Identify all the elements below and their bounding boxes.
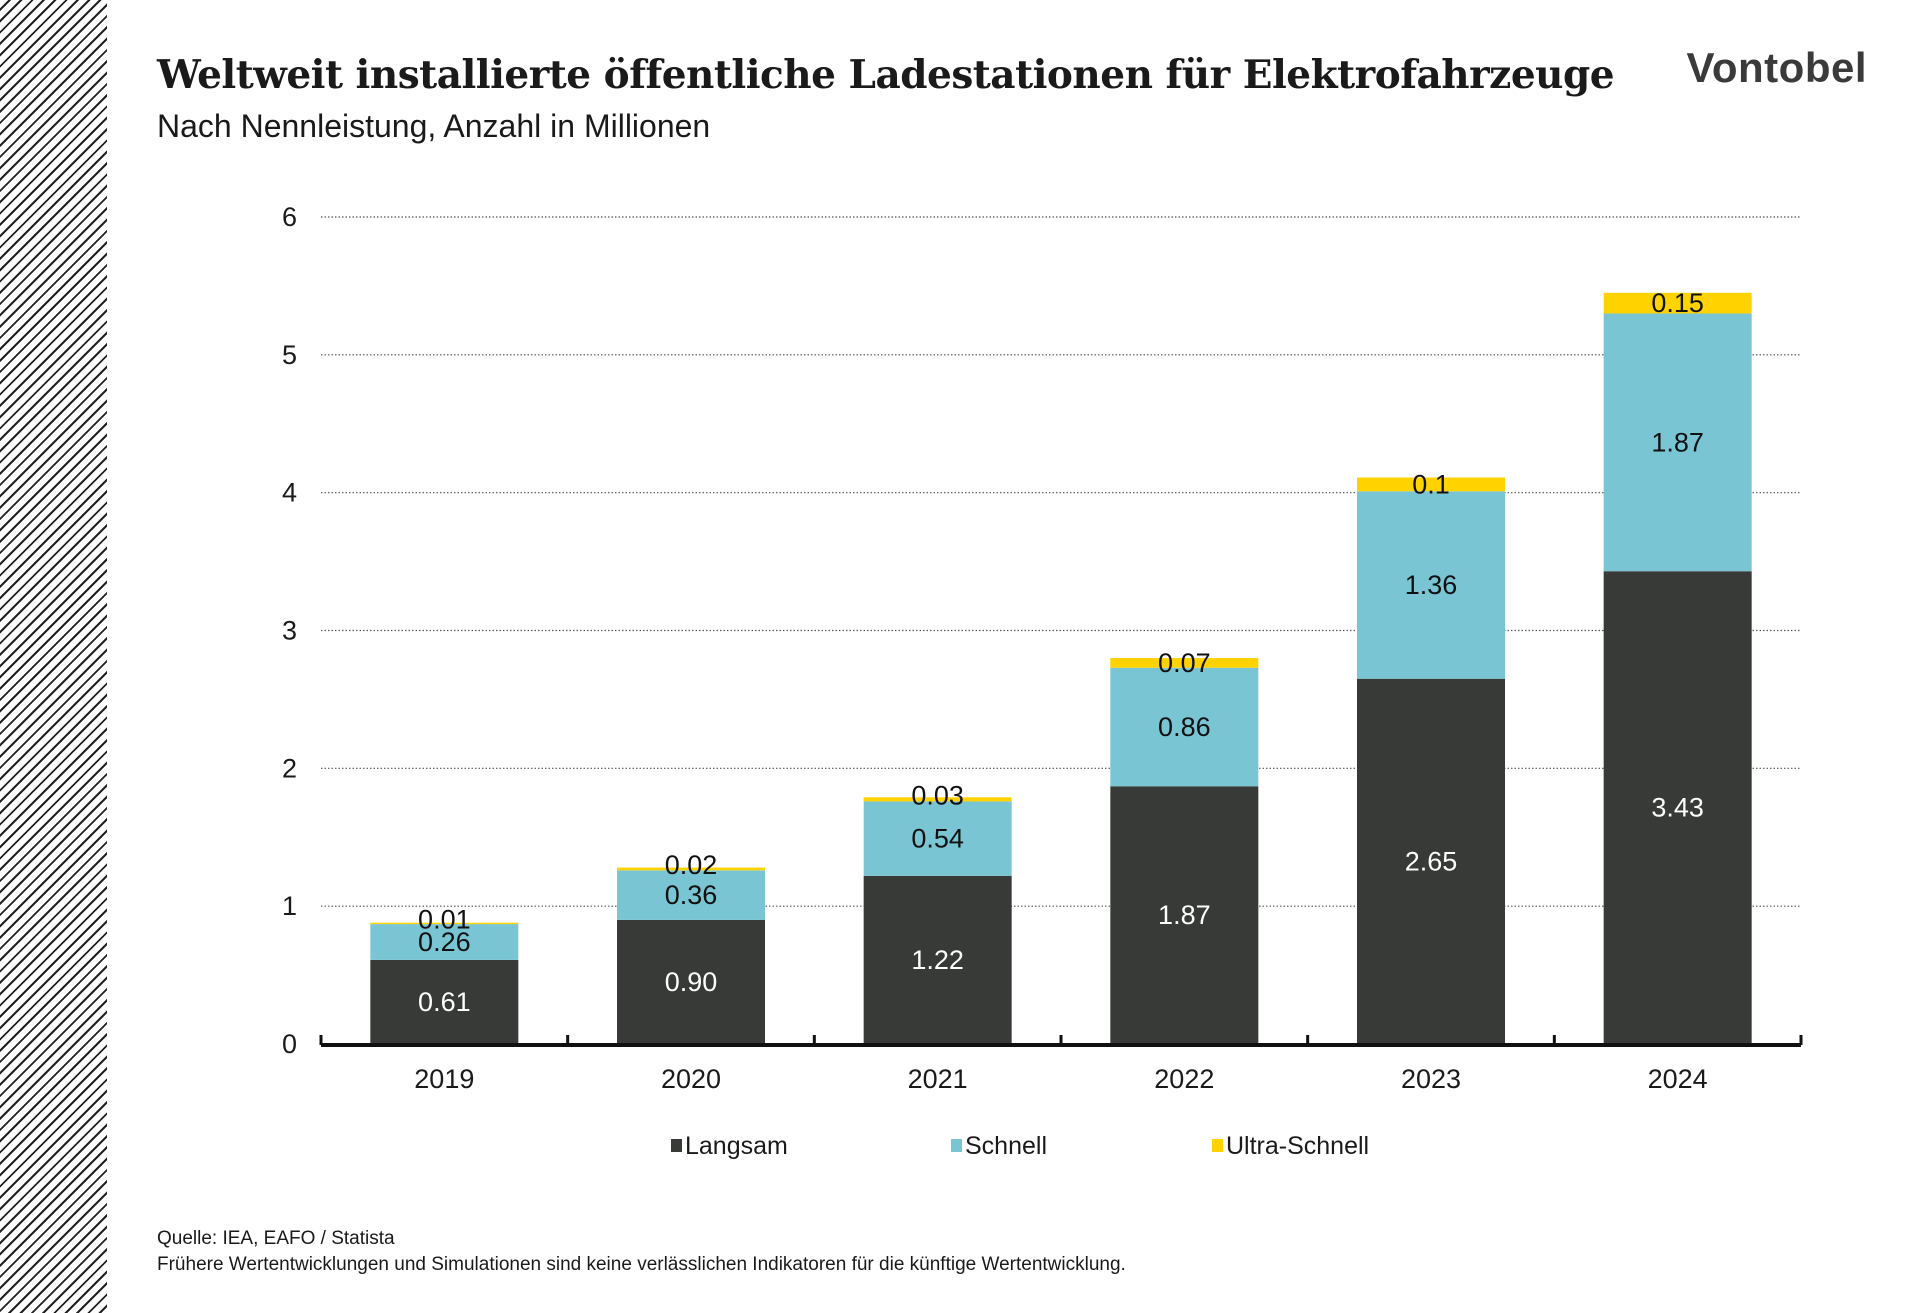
- x-tick-label: 2019: [414, 1064, 474, 1094]
- legend-swatch-schnell: [951, 1139, 962, 1152]
- bar-langsam-2019: [370, 959, 519, 1044]
- legend-swatch-langsam: [671, 1139, 682, 1152]
- bar-schnell-2020: [617, 870, 765, 920]
- bar-schnell-2021: [863, 801, 1012, 876]
- data-label: 1.87: [1158, 900, 1211, 930]
- x-tick-label: 2020: [661, 1064, 721, 1094]
- decorative-hatch-stripe: [0, 0, 107, 1313]
- bar-schnell-2022: [1110, 667, 1259, 787]
- bar-schnell-2023: [1357, 491, 1505, 679]
- y-tick-label: 3: [282, 616, 297, 646]
- y-tick-label: 4: [282, 478, 297, 508]
- bar-ultra-schnell-2020: [617, 867, 765, 871]
- data-label: 3.43: [1651, 793, 1704, 823]
- bar-langsam-2024: [1603, 571, 1752, 1044]
- data-label: 2.65: [1405, 846, 1458, 876]
- y-tick-label: 1: [282, 891, 297, 921]
- bar-ultra-schnell-2023: [1357, 477, 1505, 492]
- x-tick-label: 2023: [1401, 1064, 1461, 1094]
- bar-ultra-schnell-2021: [863, 797, 1012, 802]
- legend-label: Schnell: [965, 1132, 1047, 1160]
- data-label: 0.07: [1158, 648, 1211, 678]
- y-tick-label: 6: [282, 202, 297, 232]
- bar-schnell-2019: [370, 924, 519, 960]
- bar-langsam-2022: [1110, 786, 1259, 1044]
- data-label: 0.36: [665, 880, 718, 910]
- disclaimer-note: Frühere Wertentwicklungen und Simulation…: [157, 1254, 1126, 1275]
- data-label: 0.86: [1158, 712, 1211, 742]
- legend-label: Ultra-Schnell: [1226, 1132, 1369, 1160]
- y-tick-label: 2: [282, 753, 297, 783]
- data-label: 1.22: [911, 945, 964, 975]
- bar-langsam-2020: [617, 919, 765, 1044]
- legend-swatch-ultra-schnell: [1212, 1139, 1223, 1152]
- bar-langsam-2021: [863, 875, 1012, 1044]
- bar-ultra-schnell-2022: [1110, 658, 1259, 668]
- data-label: 0.01: [418, 904, 471, 934]
- y-tick-label: 0: [282, 1029, 297, 1059]
- bar-schnell-2024: [1603, 313, 1752, 572]
- data-label: 0.03: [911, 780, 964, 810]
- data-label: 0.1: [1412, 469, 1450, 499]
- y-tick-label: 5: [282, 340, 297, 370]
- data-label: 0.15: [1651, 288, 1704, 318]
- data-label: 0.90: [665, 967, 718, 997]
- bar-ultra-schnell-2019: [370, 922, 519, 925]
- data-label: 0.02: [665, 850, 718, 880]
- chart-title: Weltweit installierte öffentliche Ladest…: [157, 52, 1615, 98]
- bar-ultra-schnell-2024: [1603, 292, 1752, 314]
- source-note: Quelle: IEA, EAFO / Statista: [157, 1228, 395, 1249]
- bar-langsam-2023: [1357, 678, 1505, 1044]
- data-label: 0.54: [911, 824, 964, 854]
- data-label: 0.61: [418, 987, 471, 1017]
- chart-subtitle: Nach Nennleistung, Anzahl in Millionen: [157, 108, 711, 144]
- legend-label: Langsam: [685, 1132, 788, 1160]
- vontobel-logo: Vontobel: [1686, 44, 1867, 91]
- data-label: 0.26: [418, 927, 471, 957]
- data-label: 1.36: [1405, 570, 1458, 600]
- x-tick-label: 2021: [908, 1064, 968, 1094]
- x-tick-label: 2024: [1648, 1064, 1708, 1094]
- data-label: 1.87: [1651, 427, 1704, 457]
- x-tick-label: 2022: [1154, 1064, 1214, 1094]
